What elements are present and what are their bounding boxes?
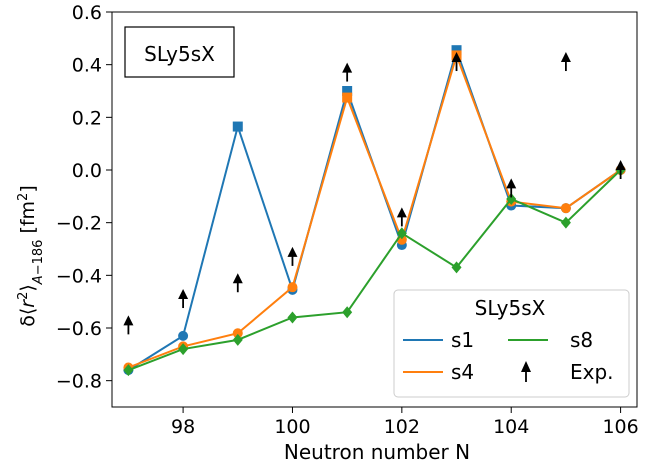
axes-layer: 98 100 102 104 106 −0.8 −0.6 −0.4 −0.2 0.0 0.2 0.4 0… (56, 2, 639, 438)
y-tick-label: −0.2 (56, 213, 102, 235)
data-point-s1 (451, 45, 462, 56)
data-point-s8 (342, 306, 353, 319)
data-point-s8 (232, 333, 243, 346)
data-point-s8 (178, 343, 189, 356)
y-tick-label: −0.4 (56, 265, 102, 287)
data-point-exp (287, 246, 298, 266)
data-point-s4 (342, 92, 353, 103)
legend-label-s4: s4 (451, 360, 474, 384)
data-point-s4 (232, 328, 243, 339)
series-layer (123, 45, 626, 377)
x-tick-label: 106 (602, 416, 638, 438)
x-axis-label: Neutron number N (284, 440, 470, 464)
data-point-s1 (342, 86, 353, 96)
data-point-exp (232, 273, 243, 293)
data-point-s4 (560, 203, 571, 214)
legend-entry-s1: s1 (403, 328, 474, 352)
x-tick-label: 98 (171, 416, 195, 438)
data-point-exp (560, 52, 571, 72)
data-point-s8 (123, 364, 134, 377)
plot-frame (111, 11, 638, 408)
y-tick-label: 0.2 (72, 107, 102, 129)
legend-label-s1: s1 (451, 328, 474, 352)
y-tick-label: 0.4 (72, 55, 102, 77)
y-tick-label: 0.6 (72, 2, 102, 24)
legend: SLy5sX s1 s8 s4 Exp. (393, 289, 630, 398)
annotation-box: SLy5sX (124, 26, 235, 78)
y-tick-label: −0.6 (56, 318, 102, 340)
legend-entry-s4: s4 (403, 360, 474, 384)
data-point-exp (506, 178, 517, 198)
data-point-exp (123, 315, 134, 335)
data-point-s8 (287, 311, 298, 324)
data-point-s8 (451, 261, 462, 274)
series-line-s8 (128, 169, 622, 372)
data-point-s1 (178, 330, 189, 341)
svg-text:δ⟨r2⟩A−186 [fm2]: δ⟨r2⟩A−186 [fm2] (16, 185, 46, 327)
y-tick-label: 0.0 (72, 160, 102, 182)
legend-title: SLy5sX (475, 296, 546, 320)
series-exp (123, 52, 626, 335)
annotation-text: SLy5sX (144, 42, 215, 66)
data-point-s4 (287, 282, 298, 293)
series-line-s4 (128, 52, 622, 369)
x-tick-label: 104 (493, 416, 529, 438)
x-tick-label: 100 (274, 416, 310, 438)
data-point-s8 (506, 192, 517, 205)
y-tick-label: −0.8 (56, 371, 102, 393)
legend-label-exp: Exp. (570, 360, 614, 384)
legend-entry-s8: s8 (508, 328, 593, 352)
x-tick-label: 102 (384, 416, 420, 438)
data-point-exp (451, 52, 462, 72)
data-point-s1 (232, 121, 243, 132)
y-axis-label: δ⟨r2⟩A−186 [fm2] (16, 185, 46, 327)
legend-entry-exp: Exp. (521, 360, 614, 384)
data-point-exp (342, 62, 353, 82)
legend-label-s8: s8 (570, 328, 593, 352)
data-point-exp (178, 289, 189, 309)
data-point-exp (396, 207, 407, 227)
data-point-s8 (396, 227, 407, 240)
data-point-s8 (560, 216, 571, 229)
data-point-exp (615, 160, 626, 179)
